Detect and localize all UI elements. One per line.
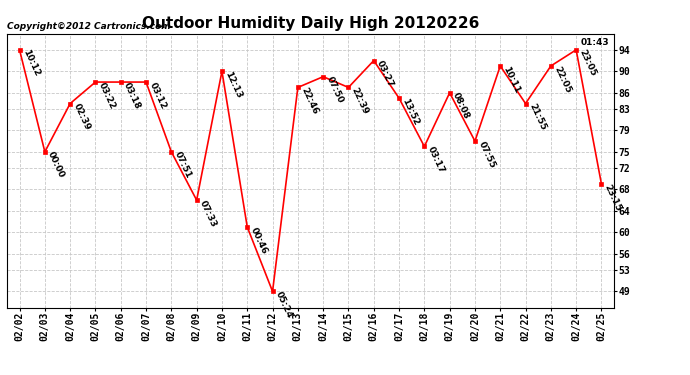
Text: 03:17: 03:17 — [426, 145, 446, 175]
Text: 01:43: 01:43 — [580, 38, 609, 47]
Text: Copyright©2012 Cartronics.com: Copyright©2012 Cartronics.com — [7, 22, 170, 31]
Text: 07:55: 07:55 — [476, 140, 497, 170]
Text: 13:52: 13:52 — [400, 97, 421, 126]
Text: 07:51: 07:51 — [172, 150, 193, 180]
Text: 22:46: 22:46 — [299, 86, 319, 116]
Text: 23:05: 23:05 — [578, 48, 598, 78]
Text: 03:22: 03:22 — [97, 81, 117, 110]
Text: 23:15: 23:15 — [603, 183, 623, 212]
Text: 07:50: 07:50 — [324, 75, 345, 105]
Text: 21:55: 21:55 — [527, 102, 547, 132]
Text: 03:12: 03:12 — [148, 81, 168, 110]
Text: 00:00: 00:00 — [46, 150, 66, 180]
Text: 03:18: 03:18 — [122, 81, 142, 110]
Text: 05:24: 05:24 — [274, 290, 294, 320]
Text: 10:12: 10:12 — [21, 48, 41, 78]
Title: Outdoor Humidity Daily High 20120226: Outdoor Humidity Daily High 20120226 — [142, 16, 479, 31]
Text: 10:11: 10:11 — [502, 64, 522, 94]
Text: 22:05: 22:05 — [552, 64, 573, 94]
Text: 12:13: 12:13 — [224, 70, 244, 100]
Text: 22:39: 22:39 — [350, 86, 370, 116]
Text: 02:39: 02:39 — [72, 102, 92, 132]
Text: 03:27: 03:27 — [375, 59, 395, 89]
Text: 08:08: 08:08 — [451, 92, 471, 121]
Text: 00:46: 00:46 — [248, 226, 269, 255]
Text: 07:33: 07:33 — [198, 199, 218, 228]
